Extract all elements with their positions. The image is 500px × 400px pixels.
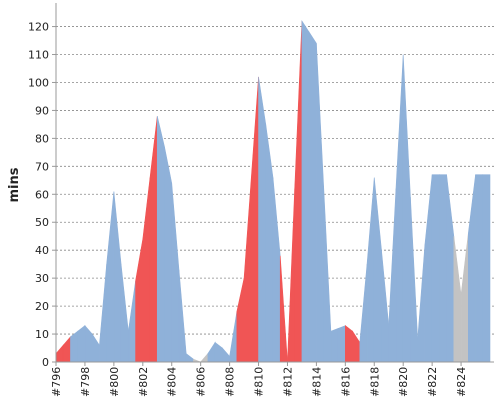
x-tick-label: #812 [281, 367, 294, 397]
y-tick-label: 110 [28, 49, 49, 62]
y-tick-label: 50 [35, 216, 49, 229]
area-segment [91, 333, 100, 363]
area-segment [70, 330, 78, 363]
area-segment [439, 174, 447, 363]
area-segment [164, 146, 173, 363]
area-segment [251, 76, 259, 363]
area-segment [301, 19, 310, 363]
y-tick-label: 0 [42, 356, 49, 369]
x-tick-label: #824 [455, 367, 468, 397]
x-tick-label: #796 [50, 367, 63, 397]
area-segment [323, 185, 332, 363]
x-tick-label: #810 [253, 367, 266, 397]
area-segment [265, 124, 274, 363]
area-segment [345, 325, 353, 363]
area-segment [424, 174, 433, 363]
area-segment [287, 188, 296, 363]
area-segment [402, 54, 411, 363]
area-segment [337, 325, 346, 363]
area-segment [475, 174, 484, 363]
y-tick-label: 80 [35, 132, 49, 145]
area-segment [366, 177, 375, 363]
area-segment [55, 344, 64, 363]
y-tick-label: 70 [35, 160, 49, 173]
area-segment [482, 174, 491, 363]
area-segment [178, 269, 187, 363]
x-tick-label: #802 [137, 367, 150, 397]
y-tick-label: 120 [28, 21, 49, 34]
area-segment [236, 278, 245, 363]
area-segment [120, 264, 129, 363]
area-segment [359, 264, 368, 363]
area-segment [185, 353, 194, 363]
y-tick-label: 100 [28, 76, 49, 89]
area-segment [128, 280, 136, 363]
area-segment [381, 250, 390, 363]
x-tick-label: #804 [166, 367, 179, 397]
area-segment [214, 341, 223, 363]
area-segment [352, 330, 361, 363]
area-segment [99, 264, 107, 363]
y-tick-label: 60 [35, 188, 49, 201]
area-segment [410, 197, 418, 363]
area-segment [330, 328, 339, 363]
y-tick-label: 30 [35, 272, 49, 285]
area-segment [62, 336, 71, 363]
area-segment [258, 76, 267, 363]
area-segment [388, 188, 397, 363]
area-segment [229, 311, 238, 363]
area-segment [446, 174, 455, 363]
y-tick-label: 90 [35, 104, 49, 117]
area-segment [308, 31, 317, 363]
area-segment [77, 325, 86, 363]
x-tick-label: #798 [79, 367, 92, 397]
y-axis-label: mins [7, 167, 22, 202]
area-segment [135, 238, 144, 363]
area-segment [243, 177, 252, 363]
area-segment [453, 236, 462, 363]
area-segment [279, 255, 288, 363]
x-tick-label: #818 [368, 367, 381, 397]
x-tick-label: #814 [310, 367, 323, 397]
x-tick-label: #800 [108, 367, 121, 397]
area-segment [142, 177, 151, 363]
x-tick-label: #806 [195, 367, 208, 397]
area-segment [294, 20, 303, 363]
area-segment [373, 177, 382, 363]
x-tick-labels: #796 #798 #800 #802 #804 #806 #808 #810 #812 #814… [50, 362, 468, 397]
area-segment [156, 115, 165, 363]
y-tick-label: 40 [35, 244, 49, 257]
area-segment [431, 174, 440, 363]
area-segment [272, 177, 281, 363]
area-series [55, 19, 491, 363]
y-tick-label: 10 [35, 328, 49, 341]
x-tick-label: #808 [224, 367, 237, 397]
y-tick-label: 20 [35, 300, 49, 313]
area-segment [222, 347, 230, 363]
area-segment [395, 54, 404, 363]
area-segment [316, 43, 324, 363]
axes [55, 3, 494, 363]
area-segment [460, 233, 469, 363]
y-tick-labels: 0 10 20 30 40 50 60 70 80 90 100 110 120 [28, 21, 49, 369]
area-segment [84, 324, 93, 363]
area-segment [149, 115, 158, 363]
area-segment [417, 244, 426, 363]
area-segment [467, 174, 476, 363]
area-segment [113, 191, 122, 363]
area-segment [171, 183, 180, 363]
x-tick-label: #820 [397, 367, 410, 397]
area-segment [106, 191, 115, 363]
x-tick-label: #822 [426, 367, 439, 397]
x-tick-label: #816 [339, 367, 352, 397]
area-segment [200, 352, 209, 363]
area-segment [207, 341, 216, 363]
